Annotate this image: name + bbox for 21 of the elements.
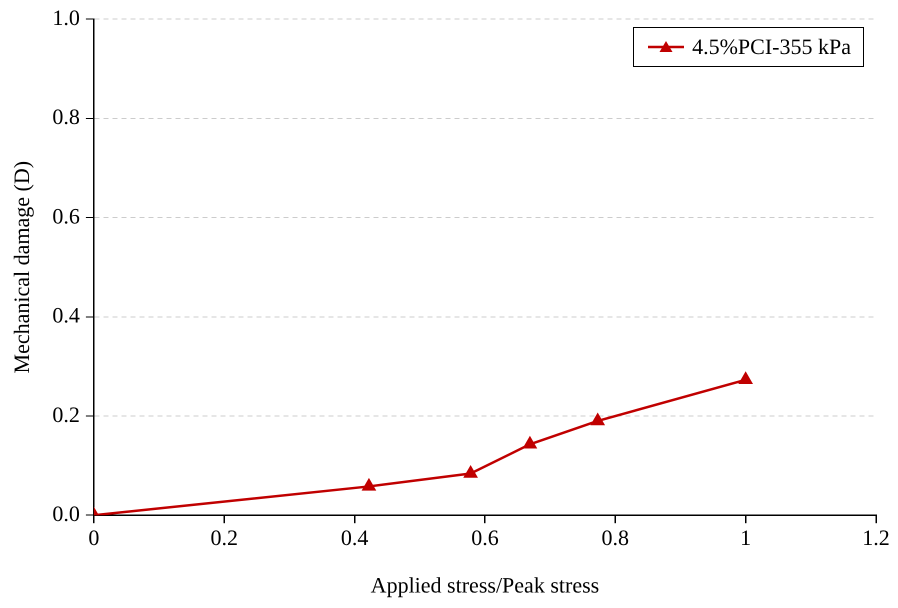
x-tick-label: 0.2 [210, 525, 238, 550]
y-tick-label: 1.0 [52, 4, 80, 30]
x-tick-label: 1.2 [862, 525, 890, 550]
legend-label: 4.5%PCI-355 kPa [692, 34, 851, 60]
point [739, 372, 752, 384]
y-tick-label: 0.0 [52, 500, 80, 526]
x-tick-label: 0.4 [340, 525, 368, 550]
y-tick-label: 0.6 [52, 203, 80, 228]
x-tick-label: 0 [88, 525, 100, 550]
y-axis-title: Mechanical damage (D) [8, 160, 34, 374]
y-tick-label: 0.4 [52, 302, 80, 328]
y-tick-label: 0.2 [52, 402, 80, 427]
x-tick-label: 1 [740, 525, 752, 550]
x-axis-title: Applied stress/Peak stress [370, 572, 600, 598]
y-tick-label: 0.8 [52, 104, 80, 130]
point [591, 414, 604, 426]
point [464, 466, 478, 478]
point [362, 479, 376, 491]
x-tick-label: 0.8 [602, 525, 630, 550]
x-tick-label: 0.6 [471, 525, 499, 550]
point [523, 437, 536, 449]
